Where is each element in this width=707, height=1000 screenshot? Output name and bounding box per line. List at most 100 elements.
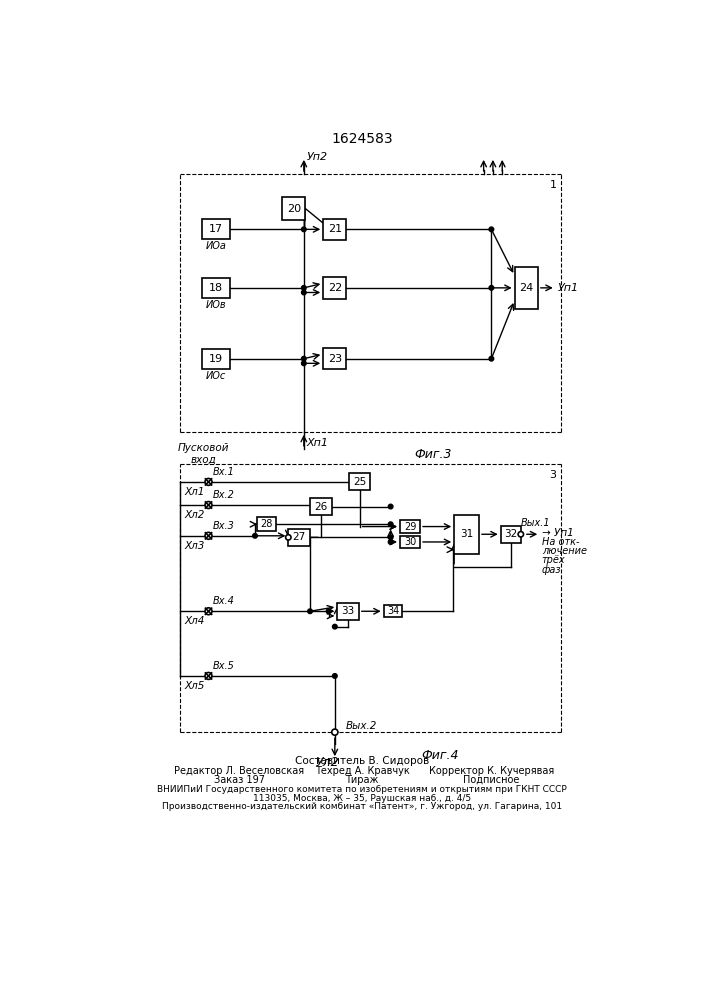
Circle shape — [205, 478, 212, 485]
Bar — [454, 515, 479, 554]
Bar — [337, 603, 359, 620]
Circle shape — [205, 532, 212, 539]
Text: 20: 20 — [286, 204, 300, 214]
Bar — [400, 536, 420, 548]
Bar — [515, 267, 538, 309]
Circle shape — [332, 624, 337, 629]
Text: Хл2: Хл2 — [185, 510, 205, 520]
Text: → Уп1: → Уп1 — [542, 528, 573, 538]
Text: 21: 21 — [328, 224, 342, 234]
Text: 31: 31 — [460, 529, 473, 539]
Bar — [349, 473, 370, 490]
Bar — [202, 349, 230, 369]
Text: ВНИИПиИ Государственного комитета по изобретениям и открытиям при ГКНТ СССР: ВНИИПиИ Государственного комитета по изо… — [157, 785, 567, 794]
Text: 25: 25 — [353, 477, 366, 487]
Text: ИОв: ИОв — [206, 300, 226, 310]
Text: Пусковой
вход: Пусковой вход — [177, 443, 229, 464]
Bar — [202, 219, 230, 239]
Text: Хл4: Хл4 — [185, 616, 205, 626]
Text: 33: 33 — [341, 606, 355, 616]
Circle shape — [205, 672, 212, 679]
Bar — [501, 526, 521, 543]
Text: Вх.3: Вх.3 — [212, 521, 234, 531]
Circle shape — [332, 674, 337, 678]
Bar — [310, 498, 332, 515]
Text: 23: 23 — [328, 354, 342, 364]
Text: Вх.2: Вх.2 — [212, 490, 234, 500]
Bar — [257, 517, 276, 531]
Circle shape — [301, 286, 306, 290]
Text: Техред А. Кравчук: Техред А. Кравчук — [315, 766, 409, 776]
Text: ИОс: ИОс — [206, 371, 226, 381]
Bar — [323, 219, 346, 240]
Text: 32: 32 — [504, 529, 518, 539]
Bar — [323, 277, 346, 299]
Text: трёх: трёх — [542, 555, 566, 565]
Text: Вых.2: Вых.2 — [346, 721, 377, 731]
Text: 22: 22 — [328, 283, 342, 293]
Text: Составитель В. Сидоров: Составитель В. Сидоров — [295, 756, 429, 766]
Bar — [282, 197, 305, 220]
Text: 113035, Москва, Ж – 35, Раушская наб., д. 4/5: 113035, Москва, Ж – 35, Раушская наб., д… — [253, 794, 471, 803]
Text: Хл3: Хл3 — [185, 541, 205, 551]
Text: На отк-: На отк- — [542, 537, 579, 547]
Bar — [323, 348, 346, 369]
Text: Вх.4: Вх.4 — [212, 596, 234, 606]
Text: 26: 26 — [314, 502, 327, 512]
Circle shape — [301, 356, 306, 361]
Text: 17: 17 — [209, 224, 223, 234]
Text: Уп2: Уп2 — [307, 152, 328, 162]
Text: 24: 24 — [519, 283, 533, 293]
Text: Тираж: Тираж — [345, 775, 379, 785]
Circle shape — [489, 227, 493, 232]
Circle shape — [301, 361, 306, 366]
Bar — [288, 529, 310, 546]
Circle shape — [388, 540, 393, 544]
Circle shape — [489, 356, 493, 361]
Text: 34: 34 — [387, 606, 399, 616]
Text: ИОа: ИОа — [206, 241, 227, 251]
Bar — [202, 278, 230, 298]
Circle shape — [327, 609, 331, 614]
Text: Фиг.4: Фиг.4 — [421, 749, 459, 762]
Text: Вх.5: Вх.5 — [212, 661, 234, 671]
Circle shape — [489, 286, 493, 290]
Text: Заказ 197: Заказ 197 — [214, 775, 265, 785]
Circle shape — [308, 609, 312, 614]
Circle shape — [286, 535, 291, 540]
Bar — [384, 605, 402, 617]
Text: Хл1: Хл1 — [185, 487, 205, 497]
Circle shape — [205, 608, 212, 615]
Text: 27: 27 — [293, 532, 306, 542]
Text: Хл5: Хл5 — [185, 681, 205, 691]
Text: 1: 1 — [549, 180, 556, 190]
Circle shape — [388, 535, 393, 540]
Text: 19: 19 — [209, 354, 223, 364]
Text: 30: 30 — [404, 537, 416, 547]
Text: Фиг.3: Фиг.3 — [414, 448, 451, 461]
Text: Вых.1: Вых.1 — [521, 518, 551, 528]
Text: 28: 28 — [260, 519, 273, 529]
Circle shape — [301, 290, 306, 295]
Text: Хп1: Хп1 — [307, 438, 329, 448]
Text: 29: 29 — [404, 522, 416, 532]
Text: 1624583: 1624583 — [331, 132, 393, 146]
Text: 18: 18 — [209, 283, 223, 293]
Text: 3: 3 — [549, 470, 556, 480]
Text: Ул2: Ул2 — [315, 756, 339, 769]
Text: лючение: лючение — [542, 546, 587, 556]
Circle shape — [252, 533, 257, 538]
Text: Производственно-издательский комбинат «Патент», г. Ужгород, ул. Гагарина, 101: Производственно-издательский комбинат «П… — [162, 802, 562, 811]
Circle shape — [301, 227, 306, 232]
Text: Редактор Л. Веселовская: Редактор Л. Веселовская — [175, 766, 305, 776]
Text: фаз: фаз — [542, 565, 561, 575]
Circle shape — [205, 502, 212, 508]
Bar — [400, 520, 420, 533]
Circle shape — [332, 729, 338, 735]
Circle shape — [388, 504, 393, 509]
Circle shape — [518, 532, 524, 537]
Text: Подписное: Подписное — [463, 775, 520, 785]
Text: Уп1: Уп1 — [558, 283, 579, 293]
Text: Корректор К. Кучерявая: Корректор К. Кучерявая — [428, 766, 554, 776]
Circle shape — [388, 522, 393, 527]
